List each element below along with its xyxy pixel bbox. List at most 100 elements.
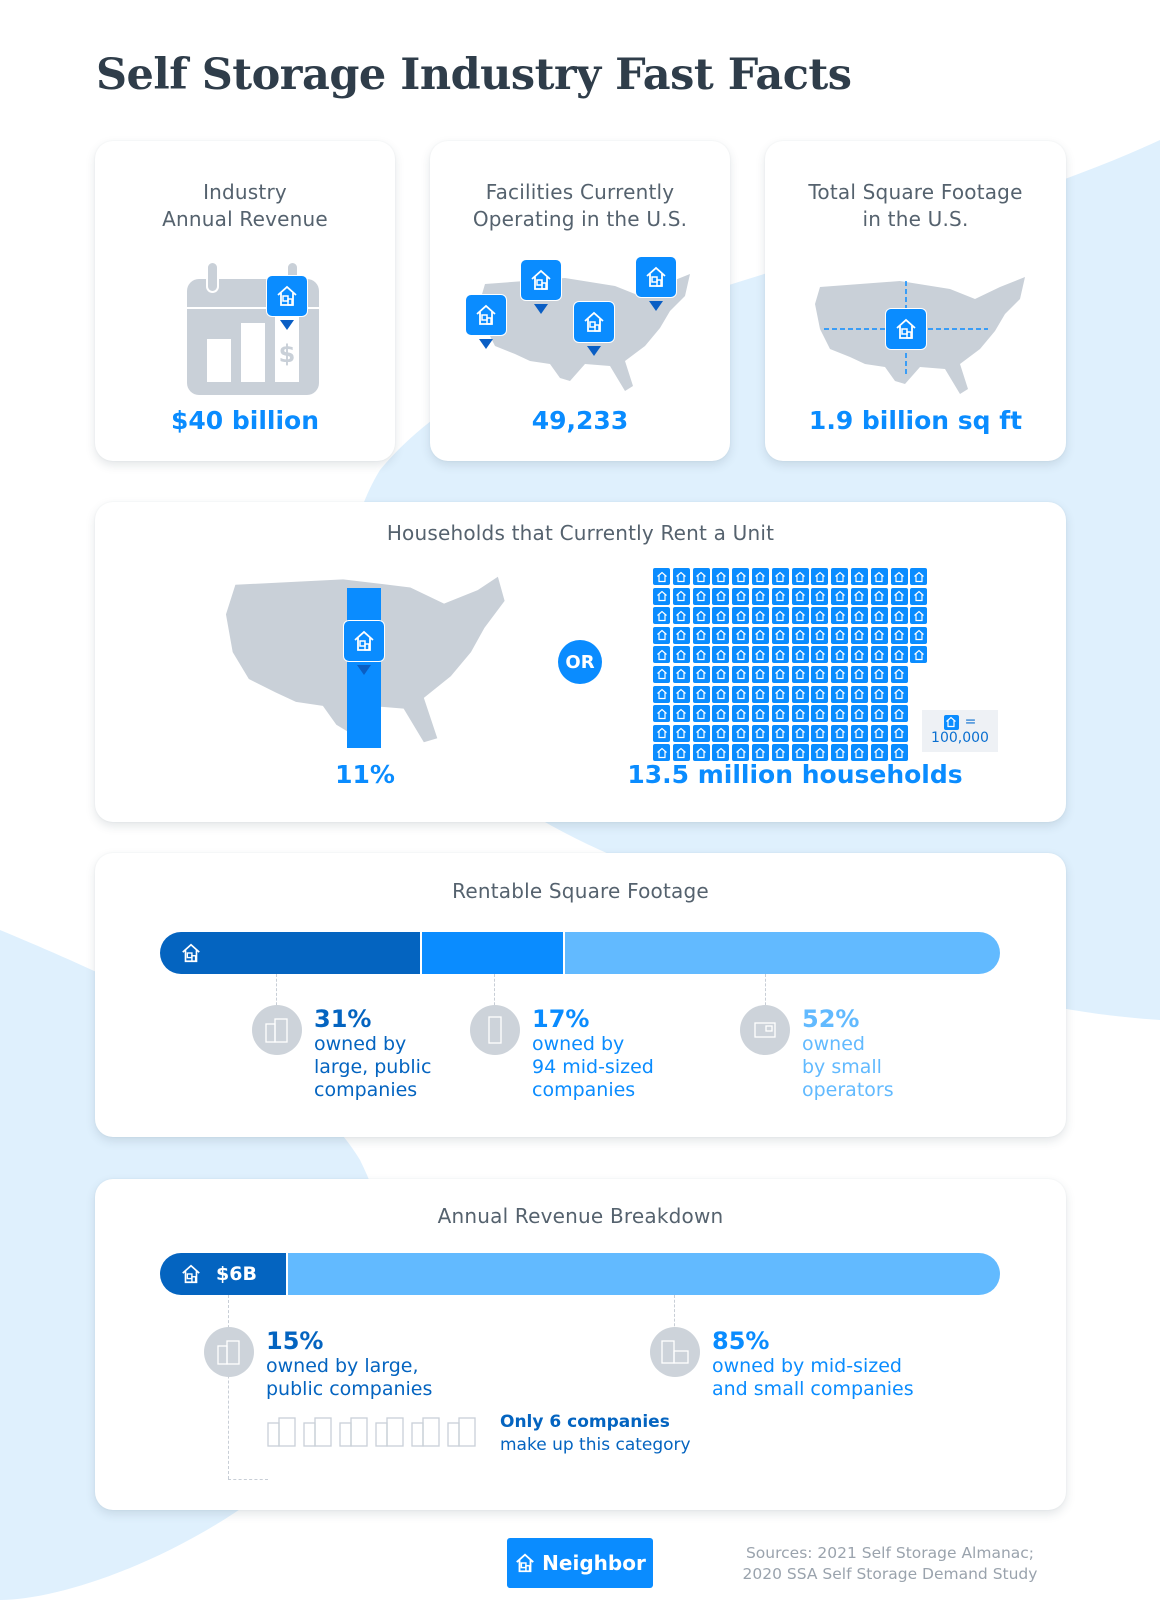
building-store-icon — [650, 1327, 700, 1377]
sources-text: Sources: 2021 Self Storage Almanac; 2020… — [742, 1544, 1038, 1583]
neighbor-logo-button[interactable]: Neighbor — [507, 1538, 653, 1588]
storage-unit-icon — [890, 744, 908, 762]
storage-unit-icon — [910, 587, 928, 605]
storage-unit-icon — [811, 665, 829, 683]
storage-unit-icon — [811, 626, 829, 644]
brand-name: Neighbor — [542, 1551, 646, 1575]
company-building-icon — [303, 1415, 333, 1451]
storage-unit-icon — [712, 587, 730, 605]
storage-unit-icon — [890, 568, 908, 585]
card-annual-revenue-breakdown: Annual Revenue Breakdown $6B 15% owned b… — [95, 1179, 1066, 1510]
storage-unit-icon — [771, 724, 789, 742]
storage-unit-icon — [182, 1264, 200, 1284]
storage-unit-icon — [751, 665, 769, 683]
square-footage-value: 1.9 billion sq ft — [808, 406, 1023, 435]
storage-unit-icon — [712, 607, 730, 625]
storage-unit-icon — [791, 607, 809, 625]
storage-unit-icon — [712, 705, 730, 723]
storage-pin-icon — [266, 275, 308, 330]
storage-unit-icon — [182, 943, 200, 963]
storage-unit-icon — [890, 646, 908, 664]
storage-pin-icon — [520, 259, 562, 314]
storage-unit-icon — [712, 646, 730, 664]
storage-unit-icon — [692, 744, 710, 762]
storage-unit-icon — [692, 685, 710, 703]
bar-label: $6B — [216, 1263, 257, 1285]
card-rentable-square-footage: Rentable Square Footage 31% owned by lar… — [95, 853, 1066, 1137]
storage-unit-icon — [751, 646, 769, 664]
storage-unit-icon — [831, 685, 849, 703]
company-building-icon — [267, 1415, 297, 1451]
legend-value: 100,000 — [931, 730, 989, 746]
connector-line — [674, 1295, 675, 1331]
storage-unit-icon — [692, 626, 710, 644]
storage-unit-icon — [890, 724, 908, 742]
storage-unit-icon — [771, 646, 789, 664]
storage-unit-icon — [870, 744, 888, 762]
storage-unit-icon — [850, 646, 868, 664]
storage-unit-icon — [653, 744, 670, 762]
storage-unit-icon — [672, 607, 690, 625]
household-icon-grid — [653, 568, 928, 762]
storage-unit-icon — [890, 705, 908, 723]
connector-line — [276, 974, 277, 1010]
storage-unit-icon — [791, 568, 809, 585]
company-building-icon — [447, 1415, 477, 1451]
company-building-icon — [411, 1415, 441, 1451]
storage-unit-icon — [831, 587, 849, 605]
storage-unit-icon — [791, 665, 809, 683]
companies-note: Only 6 companies make up this category — [500, 1412, 691, 1455]
icon-legend: = 100,000 — [922, 710, 998, 752]
storage-unit-icon — [653, 724, 670, 742]
storage-unit-icon — [653, 568, 670, 585]
storage-unit-icon — [692, 607, 710, 625]
storage-unit-icon — [732, 568, 750, 585]
storage-unit-icon — [791, 626, 809, 644]
company-building-icon — [339, 1415, 369, 1451]
storage-unit-icon — [771, 587, 789, 605]
card-title: Annual Revenue Breakdown — [437, 1204, 724, 1228]
storage-unit-icon — [910, 646, 928, 664]
company-building-icon — [375, 1415, 405, 1451]
storage-unit-icon — [672, 626, 690, 644]
bar-segment-small-operators — [563, 932, 1000, 974]
storage-unit-icon — [653, 587, 670, 605]
storage-unit-icon — [870, 587, 888, 605]
storage-unit-icon — [732, 685, 750, 703]
storage-unit-icon — [751, 705, 769, 723]
storage-unit-icon — [791, 587, 809, 605]
storage-unit-icon — [751, 607, 769, 625]
households-percent-value: 11% — [335, 760, 395, 789]
or-badge: OR — [558, 640, 602, 684]
storage-unit-icon — [771, 744, 789, 762]
storage-unit-icon — [732, 607, 750, 625]
storage-unit-icon — [672, 646, 690, 664]
storage-unit-icon — [692, 705, 710, 723]
storage-unit-icon — [811, 587, 829, 605]
storage-unit-icon — [653, 705, 670, 723]
storage-unit-icon — [910, 568, 928, 585]
storage-unit-icon — [732, 744, 750, 762]
storage-unit-icon — [692, 665, 710, 683]
storage-unit-icon — [870, 568, 888, 585]
storage-unit-icon — [890, 665, 908, 683]
card-title: Total Square Footage in the U.S. — [808, 180, 1023, 231]
card-households: Households that Currently Rent a Unit 11… — [95, 502, 1066, 822]
storage-unit-icon — [771, 626, 789, 644]
card-title: Rentable Square Footage — [452, 879, 709, 903]
storage-pin-icon — [885, 308, 927, 350]
storage-unit-icon — [672, 587, 690, 605]
storage-unit-icon — [890, 587, 908, 605]
storage-pin-icon — [343, 620, 385, 675]
storage-unit-icon — [850, 685, 868, 703]
storage-unit-icon — [890, 607, 908, 625]
households-count-value: 13.5 million households — [627, 760, 963, 789]
storage-unit-icon — [910, 626, 928, 644]
storage-unit-icon — [791, 724, 809, 742]
page-title: Self Storage Industry Fast Facts — [96, 50, 852, 100]
connector-line — [228, 1295, 229, 1479]
storage-unit-icon — [751, 744, 769, 762]
storage-unit-icon — [751, 587, 769, 605]
storage-unit-icon — [850, 705, 868, 723]
storage-unit-icon — [692, 587, 710, 605]
